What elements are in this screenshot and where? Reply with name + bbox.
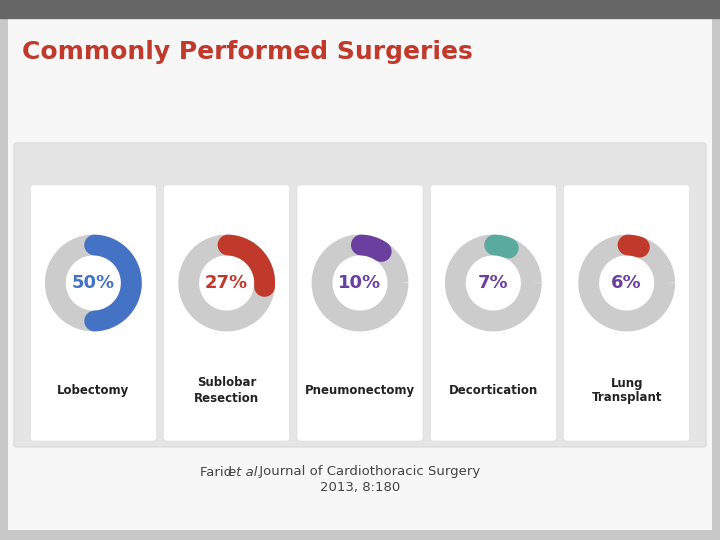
FancyBboxPatch shape xyxy=(8,16,712,530)
Text: Farid: Farid xyxy=(200,465,236,478)
FancyBboxPatch shape xyxy=(564,185,690,441)
FancyBboxPatch shape xyxy=(431,185,557,441)
Text: 27%: 27% xyxy=(205,274,248,292)
Text: Commonly Performed Surgeries: Commonly Performed Surgeries xyxy=(22,40,473,64)
Text: 10%: 10% xyxy=(338,274,382,292)
Text: Decortication: Decortication xyxy=(449,384,538,397)
Text: 7%: 7% xyxy=(478,274,508,292)
Text: Sublobar
Resection: Sublobar Resection xyxy=(194,376,259,404)
FancyBboxPatch shape xyxy=(30,185,156,441)
Bar xyxy=(0,0,720,18)
FancyBboxPatch shape xyxy=(14,143,706,447)
Text: Lobectomy: Lobectomy xyxy=(57,384,130,397)
FancyBboxPatch shape xyxy=(163,185,289,441)
Text: 6%: 6% xyxy=(611,274,642,292)
Text: et al.: et al. xyxy=(228,465,261,478)
FancyBboxPatch shape xyxy=(297,185,423,441)
Text: Pneumonectomy: Pneumonectomy xyxy=(305,384,415,397)
Text: Lung
Transplant: Lung Transplant xyxy=(591,376,662,404)
Text: 2013, 8:180: 2013, 8:180 xyxy=(320,481,400,494)
Text: 50%: 50% xyxy=(72,274,115,292)
Text: Journal of Cardiothoracic Surgery: Journal of Cardiothoracic Surgery xyxy=(255,465,480,478)
